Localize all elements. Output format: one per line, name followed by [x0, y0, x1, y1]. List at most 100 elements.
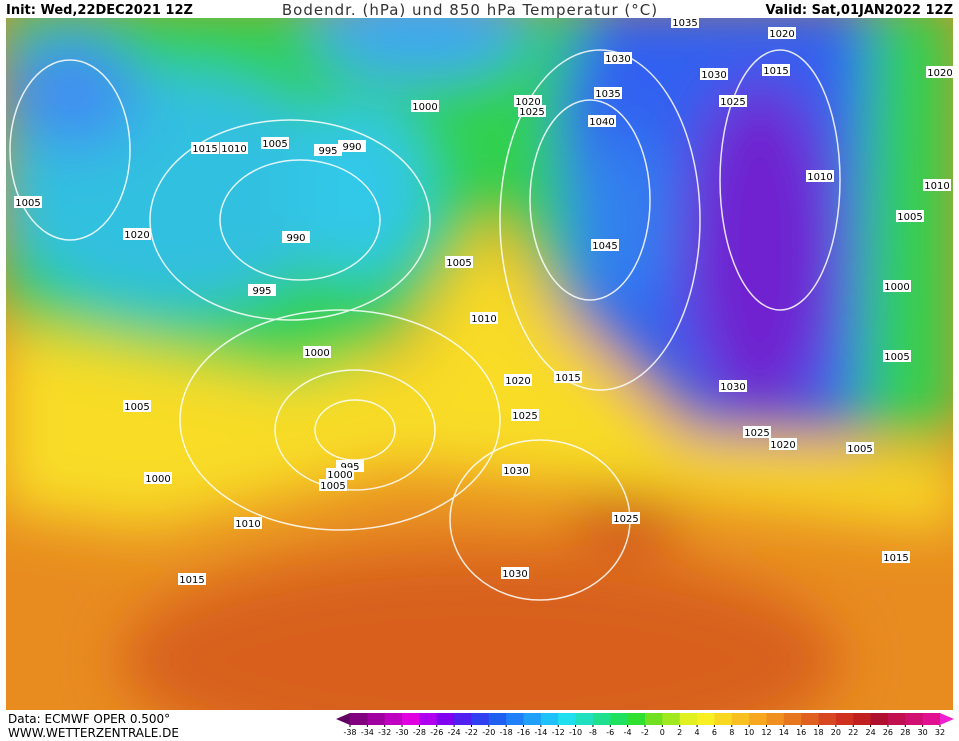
isobar-label: 1025: [613, 514, 638, 525]
isobar-label-bg: [594, 87, 622, 99]
colorbar-label: 20: [831, 728, 841, 737]
isobar-label-bg: [504, 374, 532, 386]
isobar-label: 1005: [884, 352, 909, 363]
colorbar-label: 8: [729, 728, 734, 737]
colorbar-segment: [835, 713, 854, 725]
isobar-label-bg: [554, 371, 582, 383]
colorbar-label: -4: [624, 728, 632, 737]
isobar-label-bg: [338, 140, 366, 152]
colorbar-label: 26: [883, 728, 893, 737]
colorbar-segment: [749, 713, 767, 725]
isobar-label: 1020: [515, 97, 540, 108]
isobar-label-bg: [612, 512, 640, 524]
isobar-label-bg: [896, 210, 924, 222]
isobar-label-bg: [719, 380, 747, 392]
isobar-label: 1000: [412, 102, 437, 113]
colorbar-label: -10: [569, 728, 582, 737]
colorbar-label: -28: [413, 728, 426, 737]
colorbar-segment: [454, 713, 472, 725]
isobar-label-bg: [248, 284, 276, 296]
colorbar-label: 18: [813, 728, 823, 737]
isobar-label-bg: [846, 442, 874, 454]
isobar-label: 1040: [589, 117, 614, 128]
isobar-label: 1015: [179, 575, 204, 586]
isobar-label: 1015: [192, 144, 217, 155]
isobar-label-bg: [514, 95, 542, 107]
isobar-label-bg: [926, 66, 953, 78]
colorbar-segment: [645, 713, 663, 725]
isobar-label-bg: [411, 100, 439, 112]
isobar-label-bg: [319, 479, 347, 491]
colorbar-segment: [783, 713, 802, 725]
isobar-label: 990: [342, 142, 361, 153]
colorbar-arrow: [336, 713, 350, 725]
isobar-label-bg: [511, 409, 539, 421]
colorbar-label: -38: [343, 728, 356, 737]
isobar-label: 1020: [769, 29, 794, 40]
colorbar-segment: [367, 713, 386, 725]
colorbar-label: 2: [677, 728, 682, 737]
colorbar-segment: [679, 713, 698, 725]
isobar-label-bg: [591, 239, 619, 251]
isobar-label-bg: [314, 144, 342, 156]
isobar-label-bg: [883, 350, 911, 362]
isobar-label: 1005: [320, 481, 345, 492]
isobar-label-bg: [501, 567, 529, 579]
isobar-label-bg: [123, 228, 151, 240]
isobar-label: 1005: [847, 444, 872, 455]
colorbar-label: -2: [641, 728, 649, 737]
isobar-label: 1035: [595, 89, 620, 100]
colorbar-segment: [558, 713, 577, 725]
isobar-label: 1025: [744, 428, 769, 439]
isobar-label-bg: [769, 438, 797, 450]
isobar-label-bg: [768, 27, 796, 39]
isobar-label: 1010: [221, 144, 246, 155]
isobar-label-bg: [282, 231, 310, 243]
isobar-label-bg: [588, 115, 616, 127]
colorbar-segment: [922, 713, 941, 725]
isobar-label: 1015: [555, 373, 580, 384]
colorbar-segment: [662, 713, 681, 725]
colorbar-segment: [853, 713, 872, 725]
isobar-label-bg: [604, 52, 632, 64]
isobar-label-bg: [502, 464, 530, 476]
isobar-label-bg: [220, 142, 248, 154]
isobar-label: 1000: [304, 348, 329, 359]
isobar-label-bg: [178, 573, 206, 585]
colorbar-segment: [870, 713, 889, 725]
colorbar-label: 10: [744, 728, 754, 737]
colorbar-label: -24: [448, 728, 461, 737]
colorbar-segment: [801, 713, 820, 725]
isobar-label-bg: [882, 551, 910, 563]
colorbar-segment: [697, 713, 715, 725]
colorbar-segment: [592, 713, 611, 725]
isobar-label: 1010: [807, 172, 832, 183]
colorbar-label: 12: [761, 728, 771, 737]
isobar-label-bg: [445, 256, 473, 268]
colorbar-label: 22: [848, 728, 858, 737]
colorbar-arrow: [940, 713, 954, 725]
colorbar-label: -22: [465, 728, 478, 737]
isobar-label-bg: [700, 68, 728, 80]
isobar-label: 1025: [512, 411, 537, 422]
colorbar-label: -18: [500, 728, 513, 737]
isobar-label: 1035: [672, 18, 697, 29]
colorbar-segment: [540, 713, 559, 725]
isobar-label: 1015: [763, 66, 788, 77]
isobar-label-bg: [518, 105, 546, 117]
colorbar-label: -8: [589, 728, 597, 737]
valid-time: Valid: Sat,01JAN2022 12Z: [766, 3, 953, 18]
isobar-label: 1020: [505, 376, 530, 387]
isobar-label: 1045: [592, 241, 617, 252]
colorbar-segment: [384, 713, 403, 725]
isobar-label: 995: [340, 462, 359, 473]
isobar-label: 1030: [720, 382, 745, 393]
isobar-label-bg: [191, 142, 219, 154]
init-time: Init: Wed,22DEC2021 12Z: [6, 3, 193, 18]
isobar-label: 1020: [124, 230, 149, 241]
colorbar-label: -32: [378, 728, 391, 737]
colorbar-label: -20: [482, 728, 495, 737]
isobar-label: 1005: [897, 212, 922, 223]
